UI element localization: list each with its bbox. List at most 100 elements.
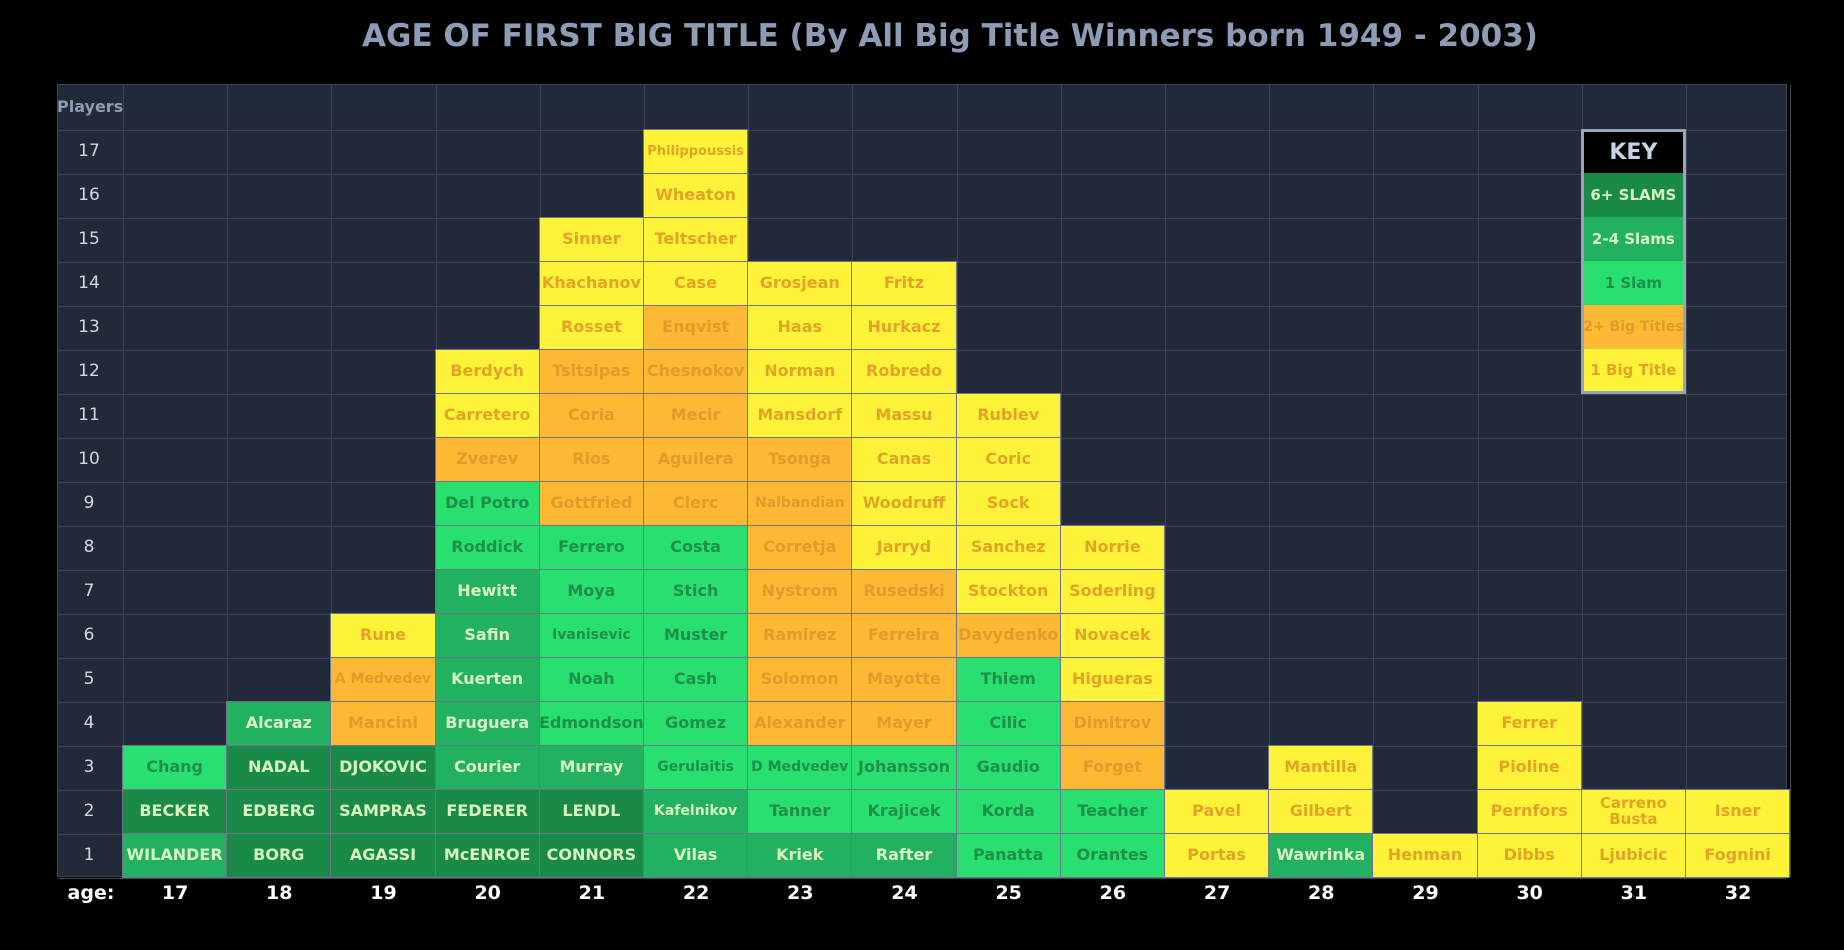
player-cell: Isner <box>1685 789 1791 834</box>
player-cell: Coria <box>538 393 644 438</box>
player-cell: Rosset <box>538 305 644 350</box>
player-cell: Woodruff <box>851 481 957 526</box>
x-tick-label: 28 <box>1308 882 1335 904</box>
player-cell: Thiem <box>955 657 1061 702</box>
player-cell: Jarryd <box>851 525 957 570</box>
player-cell: Tsonga <box>747 437 853 482</box>
legend-entry: 2+ Big Titles <box>1580 305 1686 350</box>
player-cell: Grosjean <box>747 261 853 306</box>
player-cell: Chesnokov <box>643 349 749 394</box>
y-tick-label: 14 <box>78 273 100 293</box>
player-cell: Pavel <box>1164 789 1270 834</box>
player-cell: Rios <box>538 437 644 482</box>
player-cell: Kafelnikov <box>643 789 749 834</box>
player-cell: Canas <box>851 437 957 482</box>
player-cell: Cilic <box>955 701 1061 746</box>
player-cell: Mayotte <box>851 657 957 702</box>
x-tick-label: 31 <box>1620 882 1648 904</box>
player-cell: Panatta <box>955 833 1061 878</box>
player-cell: D Medvedev <box>747 745 853 790</box>
player-cell: Safin <box>434 613 540 658</box>
player-cell: BECKER <box>122 789 228 834</box>
player-cell: Teltscher <box>643 217 749 262</box>
y-tick-label: 8 <box>83 537 95 557</box>
y-axis-label: Players <box>57 97 124 116</box>
player-cell: Aguilera <box>643 437 749 482</box>
player-cell: Murray <box>538 745 644 790</box>
player-cell: Forget <box>1059 745 1165 790</box>
player-cell: Alcaraz <box>226 701 332 746</box>
y-tick-label: 13 <box>78 317 100 337</box>
player-cell: Rafter <box>851 833 957 878</box>
player-cell: Fritz <box>851 261 957 306</box>
x-tick-label: 21 <box>578 882 606 904</box>
player-cell: Gomez <box>643 701 749 746</box>
player-cell: AGASSI <box>330 833 436 878</box>
grid-hline <box>58 218 1786 219</box>
player-cell: Mansdorf <box>747 393 853 438</box>
player-cell: Ramirez <box>747 613 853 658</box>
player-cell: Wawrinka <box>1268 833 1374 878</box>
y-tick-label: 6 <box>83 625 95 645</box>
player-cell: SAMPRAS <box>330 789 436 834</box>
x-tick-label: 24 <box>891 882 918 904</box>
player-cell: FEDERER <box>434 789 540 834</box>
grid-vline <box>331 85 333 876</box>
player-cell: LENDL <box>538 789 644 834</box>
player-cell: EDBERG <box>226 789 332 834</box>
player-cell: Krajicek <box>851 789 957 834</box>
player-cell: McENROE <box>434 833 540 878</box>
x-tick-label: 27 <box>1203 882 1231 904</box>
x-tick-label: 26 <box>1099 882 1127 904</box>
player-cell: Norrie <box>1059 525 1165 570</box>
player-cell: Edmondson <box>538 701 644 746</box>
player-cell: Rune <box>330 613 436 658</box>
player-cell: Haas <box>747 305 853 350</box>
x-tick-label: 32 <box>1724 882 1752 904</box>
legend-entry: 2-4 Slams <box>1580 217 1686 262</box>
player-cell: Tsitsipas <box>538 349 644 394</box>
grid-vline <box>123 85 124 876</box>
y-tick-label: 15 <box>78 229 100 249</box>
y-tick-label: 5 <box>83 669 95 689</box>
player-cell: Moya <box>538 569 644 614</box>
y-tick-label: 17 <box>78 141 100 161</box>
grid-vline <box>1060 85 1062 876</box>
legend-entry: 1 Big Title <box>1580 349 1686 394</box>
player-cell: Case <box>643 261 749 306</box>
player-cell: Johansson <box>851 745 957 790</box>
player-cell: Tanner <box>747 789 853 834</box>
player-cell: Pernfors <box>1476 789 1582 834</box>
player-cell: Fognini <box>1685 833 1791 878</box>
player-cell: Ferrero <box>538 525 644 570</box>
y-tick-label: 2 <box>83 801 95 821</box>
player-cell: Kuerten <box>434 657 540 702</box>
player-cell: A Medvedev <box>330 657 436 702</box>
player-cell: Wheaton <box>643 173 749 218</box>
x-tick-label: 25 <box>995 882 1022 904</box>
player-cell: Orantes <box>1059 833 1165 878</box>
player-cell: BORG <box>226 833 332 878</box>
player-cell: Pioline <box>1476 745 1582 790</box>
player-cell: Hurkacz <box>851 305 957 350</box>
player-cell: Rusedski <box>851 569 957 614</box>
player-cell: Sanchez <box>955 525 1061 570</box>
player-cell: Alexander <box>747 701 853 746</box>
y-tick-label: 10 <box>78 449 100 469</box>
player-cell: CONNORS <box>538 833 644 878</box>
legend-title: KEY <box>1580 129 1686 174</box>
player-cell: Robredo <box>851 349 957 394</box>
y-tick-label: 11 <box>78 405 100 425</box>
player-cell: Carretero <box>434 393 540 438</box>
x-tick-label: 29 <box>1412 882 1439 904</box>
player-cell: Muster <box>643 613 749 658</box>
player-cell: Stockton <box>955 569 1061 614</box>
grid-vline <box>1373 85 1375 876</box>
player-cell: Novacek <box>1059 613 1165 658</box>
x-tick-label: 30 <box>1516 882 1543 904</box>
x-tick-label: 20 <box>474 882 501 904</box>
x-axis-label: age: <box>67 882 115 904</box>
player-cell: Ferrer <box>1476 701 1582 746</box>
player-cell: Sinner <box>538 217 644 262</box>
player-cell: Chang <box>122 745 228 790</box>
